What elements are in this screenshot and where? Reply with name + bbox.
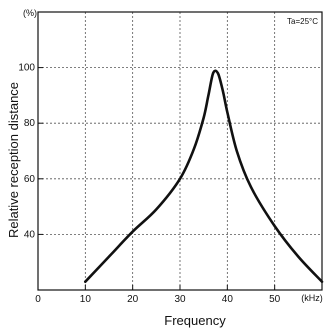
x-tick-label: 10 xyxy=(80,294,92,305)
x-axis-title: Frequency xyxy=(164,313,226,328)
x-tick-label: 50 xyxy=(269,294,281,305)
x-tick-label: 40 xyxy=(222,294,234,305)
y-tick-label: 80 xyxy=(24,118,36,129)
y-tick-label: 60 xyxy=(24,174,36,185)
series-line xyxy=(84,69,324,283)
x-tick-label: 20 xyxy=(127,294,139,305)
axis-ticks: 0 10 20 30 40 50 40 60 80 100 xyxy=(18,63,280,305)
y-unit-label: (%) xyxy=(23,8,37,18)
grid-lines xyxy=(38,12,322,290)
x-tick-label: 30 xyxy=(174,294,186,305)
x-unit-label: (kHz) xyxy=(301,293,323,303)
y-tick-label: 100 xyxy=(18,63,35,74)
y-tick-label: 40 xyxy=(24,229,36,240)
temperature-annotation: Ta=25°C xyxy=(287,17,318,26)
y-axis-title: Relative reception distance xyxy=(6,82,21,238)
x-tick-label: 0 xyxy=(35,294,41,305)
